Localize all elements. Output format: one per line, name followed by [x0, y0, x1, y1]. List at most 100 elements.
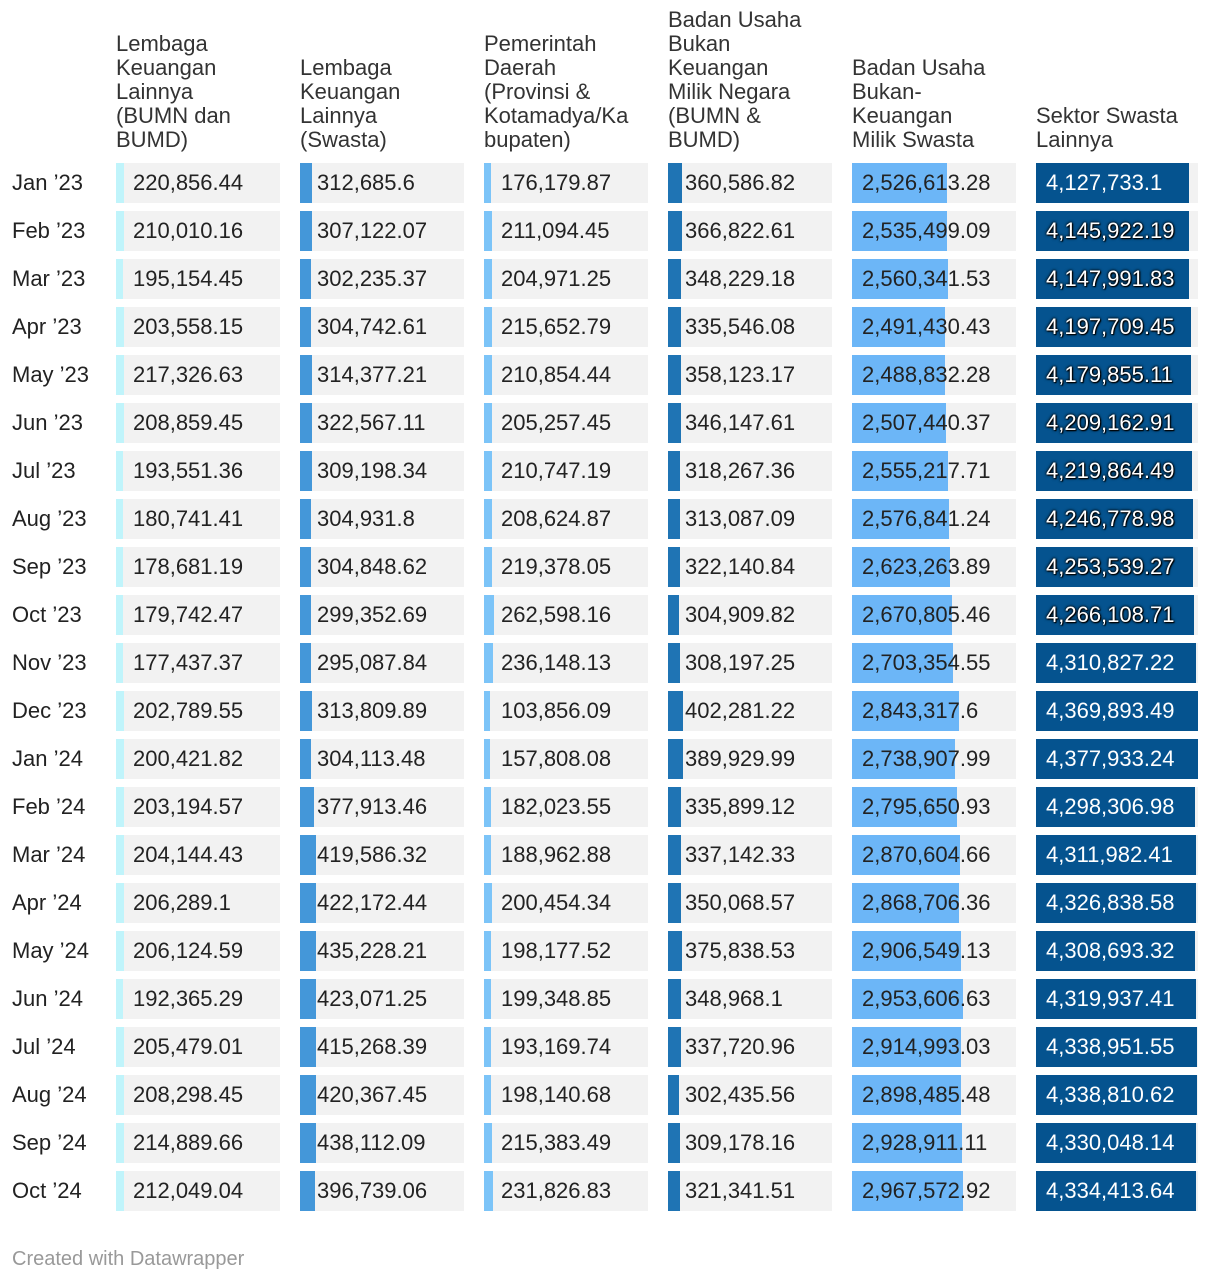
- cell-value: 200,454.34: [501, 890, 612, 915]
- value-bar: [484, 931, 491, 971]
- value-bar: [116, 1027, 124, 1067]
- cell-value: 231,826.83: [501, 1178, 612, 1203]
- value-bar: [852, 787, 957, 827]
- cell-value: 304,848.62: [317, 554, 428, 579]
- cell-value: 212,049.04: [133, 1178, 244, 1203]
- value-bar: [1036, 1075, 1197, 1115]
- value-bar: [1036, 259, 1189, 299]
- table-cell: 206,289.1: [116, 883, 280, 923]
- value-bar: [852, 739, 955, 779]
- table-cell: 313,087.09: [668, 499, 832, 539]
- table-cell: 358,123.17: [668, 355, 832, 395]
- cell-value: 204,144.43: [133, 842, 244, 867]
- cell-value: 2,898,485.48: [862, 1082, 991, 1107]
- cell-value: 211,094.45: [501, 218, 610, 243]
- row-label: Aug ’23: [12, 506, 87, 531]
- table-row: Jul ’24 205,479.01 415,268.39 193,169.74 337…: [0, 1027, 1220, 1075]
- table-cell: 4,209,162.91: [1036, 403, 1198, 443]
- table-cell: 2,914,993.03: [852, 1027, 1016, 1067]
- cell-value: 206,124.59: [133, 938, 244, 963]
- value-bar: [668, 691, 683, 731]
- cell-value: 236,148.13: [501, 650, 612, 675]
- value-bar: [116, 643, 123, 683]
- cell-value: 215,652.79: [501, 314, 612, 339]
- value-bar: [1036, 595, 1194, 635]
- cell-value: 208,298.45: [133, 1082, 244, 1107]
- value-bar: [116, 163, 124, 203]
- cell-value: 419,586.32: [317, 842, 428, 867]
- table-cell: 304,931.8: [300, 499, 464, 539]
- value-bar: [668, 1123, 680, 1163]
- table-cell: 203,558.15: [116, 307, 280, 347]
- table-cell: 4,310,827.22: [1036, 643, 1198, 683]
- cell-value: 377,913.46: [317, 794, 428, 819]
- cell-value: 220,856.44: [133, 170, 244, 195]
- value-bar: [116, 787, 124, 827]
- table-row: Oct ’24 212,049.04 396,739.06 231,826.83 321…: [0, 1171, 1220, 1219]
- table-cell: 2,703,354.55: [852, 643, 1016, 683]
- cell-value: 214,889.66: [133, 1130, 244, 1155]
- table-cell: 208,298.45: [116, 1075, 280, 1115]
- table-cell: 195,154.45: [116, 259, 280, 299]
- table-cell: 198,140.68: [484, 1075, 648, 1115]
- row-label: Oct ’23: [12, 602, 82, 627]
- cell-value: 348,968.1: [685, 986, 783, 1011]
- row-label: Apr ’23: [12, 314, 82, 339]
- value-bar: [300, 1123, 316, 1163]
- value-bar: [1036, 355, 1191, 395]
- value-bar: [1036, 979, 1196, 1019]
- cell-value: 2,555,217.71: [862, 458, 991, 483]
- value-bar: [1036, 931, 1195, 971]
- table-cell: 205,479.01: [116, 1027, 280, 1067]
- value-bar: [116, 883, 124, 923]
- table-cell: 4,266,108.71: [1036, 595, 1198, 635]
- cell-value: 2,967,572.92: [862, 1178, 991, 1203]
- table-cell: 2,906,549.13: [852, 931, 1016, 971]
- value-bar: [484, 307, 492, 347]
- value-bar: [300, 163, 312, 203]
- table-cell: 396,739.06: [300, 1171, 464, 1211]
- value-bar: [668, 739, 683, 779]
- value-bar: [116, 1075, 124, 1115]
- table-cell: 2,491,430.43: [852, 307, 1016, 347]
- value-bar: [300, 1027, 316, 1067]
- value-bar: [1036, 883, 1196, 923]
- table-cell: 322,567.11: [300, 403, 464, 443]
- cell-value: 346,147.61: [685, 410, 796, 435]
- column-header: Badan Usaha Bukan- Keuangan Milik Swasta: [852, 55, 986, 152]
- value-bar: [852, 835, 960, 875]
- cell-value: 182,023.55: [501, 794, 612, 819]
- table-row: Feb ’23 210,010.16 307,122.07 211,094.45 366…: [0, 211, 1220, 259]
- cell-value: 2,953,606.63: [862, 986, 991, 1011]
- table-cell: 210,747.19: [484, 451, 648, 491]
- cell-value: 4,377,933.24: [1046, 746, 1175, 771]
- cell-value: 219,378.05: [501, 554, 612, 579]
- cell-value: 322,567.11: [317, 410, 426, 435]
- table-cell: 419,586.32: [300, 835, 464, 875]
- value-bar: [1036, 1027, 1197, 1067]
- row-label: Sep ’23: [12, 554, 87, 579]
- table-cell: 313,809.89: [300, 691, 464, 731]
- cell-value: 312,685.6: [317, 170, 415, 195]
- cell-value: 4,308,693.32: [1046, 938, 1175, 963]
- table-cell: 304,909.82: [668, 595, 832, 635]
- value-bar: [668, 883, 681, 923]
- table-cell: 211,094.45: [484, 211, 648, 251]
- table-cell: 188,962.88: [484, 835, 648, 875]
- value-bar: [116, 307, 124, 347]
- table-row: Jul ’23 193,551.36 309,198.34 210,747.19 318…: [0, 451, 1220, 499]
- cell-value: 335,899.12: [685, 794, 796, 819]
- cell-value: 2,870,604.66: [862, 842, 991, 867]
- value-bar: [300, 835, 316, 875]
- cell-value: 435,228.21: [317, 938, 428, 963]
- table-cell: 193,551.36: [116, 451, 280, 491]
- cell-value: 4,338,951.55: [1046, 1034, 1175, 1059]
- table-row: Mar ’24 204,144.43 419,586.32 188,962.88 337…: [0, 835, 1220, 883]
- value-bar: [668, 211, 682, 251]
- cell-value: 103,856.09: [501, 698, 612, 723]
- table-cell: 422,172.44: [300, 883, 464, 923]
- cell-value: 206,289.1: [133, 890, 231, 915]
- cell-value: 2,560,341.53: [862, 266, 991, 291]
- table-cell: 220,856.44: [116, 163, 280, 203]
- value-bar: [1036, 643, 1196, 683]
